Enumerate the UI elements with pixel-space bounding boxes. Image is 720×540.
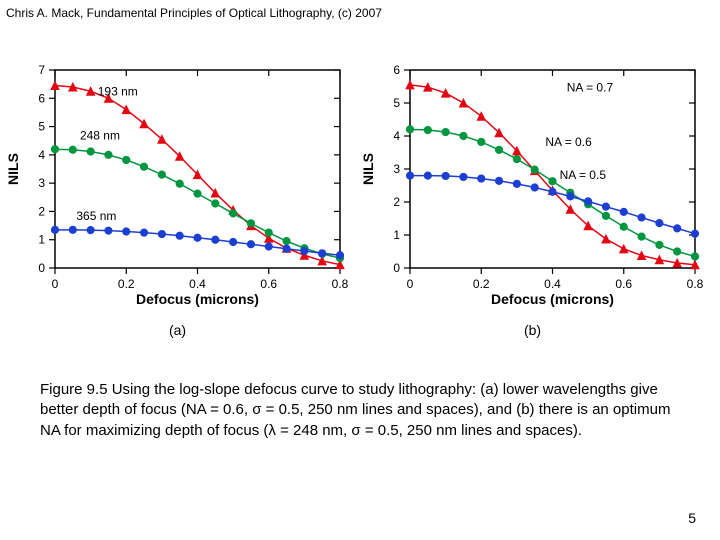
svg-text:0: 0 xyxy=(407,277,414,291)
svg-text:0.8: 0.8 xyxy=(687,277,704,291)
sublabel-a: (a) xyxy=(0,322,355,338)
chart-a: 0 0.2 0.4 0.6 0.8 0 1 2 3 4 5 6 7 Defocus (microns) NI… xyxy=(0,60,355,320)
svg-text:2: 2 xyxy=(38,204,45,218)
svg-text:Defocus (microns): Defocus (microns) xyxy=(491,291,614,307)
svg-text:5: 5 xyxy=(38,120,45,134)
chart-b: 0 0.2 0.4 0.6 0.8 0 1 2 3 4 5 6 Defocus (microns) NIL… xyxy=(355,60,710,320)
page-header: Chris A. Mack, Fundamental Principles of… xyxy=(6,6,382,20)
page-number: 5 xyxy=(688,510,696,526)
figure-caption: Figure 9.5 Using the log-slope defocus c… xyxy=(40,380,680,441)
svg-text:6: 6 xyxy=(393,63,400,77)
svg-text:0.8: 0.8 xyxy=(332,277,349,291)
svg-text:7: 7 xyxy=(38,63,45,77)
svg-text:NA = 0.5: NA = 0.5 xyxy=(560,168,607,182)
svg-text:0: 0 xyxy=(52,277,59,291)
sublabel-b: (b) xyxy=(355,322,710,338)
svg-text:0.4: 0.4 xyxy=(544,277,561,291)
svg-text:Defocus (microns): Defocus (microns) xyxy=(136,291,259,307)
svg-text:0.2: 0.2 xyxy=(118,277,135,291)
svg-text:0.2: 0.2 xyxy=(473,277,490,291)
chart-a-col: 0 0.2 0.4 0.6 0.8 0 1 2 3 4 5 6 7 Defocus (microns) NI… xyxy=(0,60,355,338)
svg-text:0.6: 0.6 xyxy=(260,277,277,291)
svg-text:193 nm: 193 nm xyxy=(98,84,138,98)
svg-text:NILS: NILS xyxy=(5,153,21,185)
svg-text:3: 3 xyxy=(38,176,45,190)
svg-text:2: 2 xyxy=(393,195,400,209)
svg-text:0.4: 0.4 xyxy=(189,277,206,291)
svg-text:0: 0 xyxy=(38,261,45,275)
svg-text:NILS: NILS xyxy=(360,153,376,185)
svg-text:6: 6 xyxy=(38,91,45,105)
svg-text:3: 3 xyxy=(393,162,400,176)
svg-text:365 nm: 365 nm xyxy=(76,209,116,223)
svg-text:5: 5 xyxy=(393,96,400,110)
svg-text:0: 0 xyxy=(393,261,400,275)
svg-text:4: 4 xyxy=(38,148,45,162)
chart-b-col: 0 0.2 0.4 0.6 0.8 0 1 2 3 4 5 6 Defocus (microns) NIL… xyxy=(355,60,710,338)
svg-text:4: 4 xyxy=(393,129,400,143)
svg-text:NA = 0.7: NA = 0.7 xyxy=(567,80,614,94)
svg-text:0.6: 0.6 xyxy=(615,277,632,291)
svg-text:NA = 0.6: NA = 0.6 xyxy=(545,135,592,149)
charts-row: 0 0.2 0.4 0.6 0.8 0 1 2 3 4 5 6 7 Defocus (microns) NI… xyxy=(0,60,720,338)
svg-text:1: 1 xyxy=(393,228,400,242)
svg-text:1: 1 xyxy=(38,233,45,247)
svg-text:248 nm: 248 nm xyxy=(80,128,120,142)
